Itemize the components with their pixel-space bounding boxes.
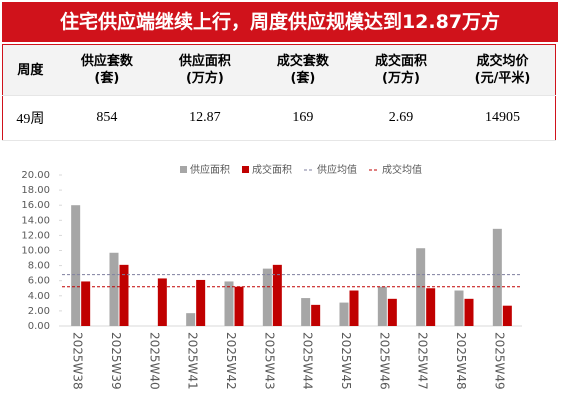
table-cell: 169 — [253, 95, 352, 141]
table-cell: 2.69 — [351, 95, 450, 141]
y-tick-label: 6.00 — [28, 276, 50, 287]
column-header: 成交均价 (元/平米) — [449, 44, 556, 96]
bar — [349, 290, 359, 326]
bar — [81, 281, 91, 326]
bar — [426, 288, 436, 326]
y-tick-label: 10.00 — [21, 246, 50, 257]
table-cell: 14905 — [449, 95, 556, 141]
x-tick-label: 2025W44 — [301, 332, 315, 390]
y-tick-label: 0.00 — [28, 321, 50, 332]
legend-label: 供应均值 — [317, 163, 357, 176]
y-tick-label: 20.00 — [21, 170, 50, 181]
legend-label: 成交面积 — [252, 163, 292, 176]
x-tick-label: 2025W39 — [109, 332, 123, 390]
y-tick-label: 16.00 — [21, 200, 50, 211]
bar — [502, 305, 512, 326]
column-header: 成交面积 (万方) — [351, 44, 450, 96]
bar — [224, 281, 234, 326]
bar — [339, 302, 349, 326]
bar — [234, 286, 244, 326]
x-tick-label: 2025W48 — [454, 332, 468, 390]
column-header: 成交套数 (套) — [253, 44, 352, 96]
x-tick-label: 2025W47 — [416, 332, 430, 390]
bar — [196, 279, 206, 326]
x-tick-label: 2025W42 — [224, 332, 238, 390]
x-tick-label: 2025W41 — [186, 332, 200, 390]
bar — [377, 286, 387, 326]
y-tick-label: 2.00 — [28, 306, 50, 317]
table-cell: 12.87 — [155, 95, 254, 141]
bar — [311, 304, 321, 326]
x-tick-label: 2025W40 — [147, 332, 161, 390]
bar — [262, 268, 272, 326]
column-header: 供应面积 (万方) — [155, 44, 254, 96]
bar — [157, 278, 167, 326]
x-tick-label: 2025W38 — [71, 332, 85, 390]
y-tick-label: 4.00 — [28, 291, 50, 302]
x-tick-label: 2025W46 — [377, 332, 391, 390]
x-tick-label: 2025W43 — [262, 332, 276, 390]
table-cell: 49周 — [2, 95, 58, 141]
chart: 0.00 2.00 4.00 6.00 8.00 10.00 12.00 14.00 16.00… — [21, 163, 522, 390]
bar — [464, 298, 474, 326]
column-header: 供应套数 (套) — [57, 44, 156, 96]
y-tick-label: 12.00 — [21, 230, 50, 241]
y-tick-label: 8.00 — [28, 261, 50, 272]
bar — [387, 298, 397, 326]
table-row: 49周 854 12.87 169 2.69 14905 — [2, 95, 556, 141]
table-cell: 854 — [57, 95, 156, 141]
bar — [272, 264, 282, 326]
legend-label: 成交均值 — [382, 163, 422, 176]
bar — [109, 252, 119, 326]
x-tick-label: 2025W49 — [492, 332, 506, 390]
legend-swatch — [180, 166, 187, 173]
bar — [71, 205, 81, 326]
title-banner: 住宅供应端继续上行，周度供应规模达到12.87万方 — [2, 2, 558, 42]
bar — [119, 264, 129, 326]
legend-label: 供应面积 — [190, 163, 230, 176]
column-header: 周度 — [2, 44, 58, 96]
legend-swatch — [242, 166, 249, 173]
bar — [301, 298, 311, 326]
bar — [186, 313, 196, 326]
summary-table: 周度 供应套数 (套) 供应面积 (万方) 成交套数 (套) 成交面积 (万方) 成交均价… — [2, 44, 556, 141]
table-header: 周度 供应套数 (套) 供应面积 (万方) 成交套数 (套) 成交面积 (万方) 成交均价… — [2, 44, 556, 96]
y-tick-label: 14.00 — [21, 215, 50, 226]
bar — [492, 228, 502, 326]
bar — [454, 290, 464, 326]
y-tick-label: 18.00 — [21, 185, 50, 196]
x-tick-label: 2025W45 — [339, 332, 353, 390]
bar — [416, 248, 426, 326]
